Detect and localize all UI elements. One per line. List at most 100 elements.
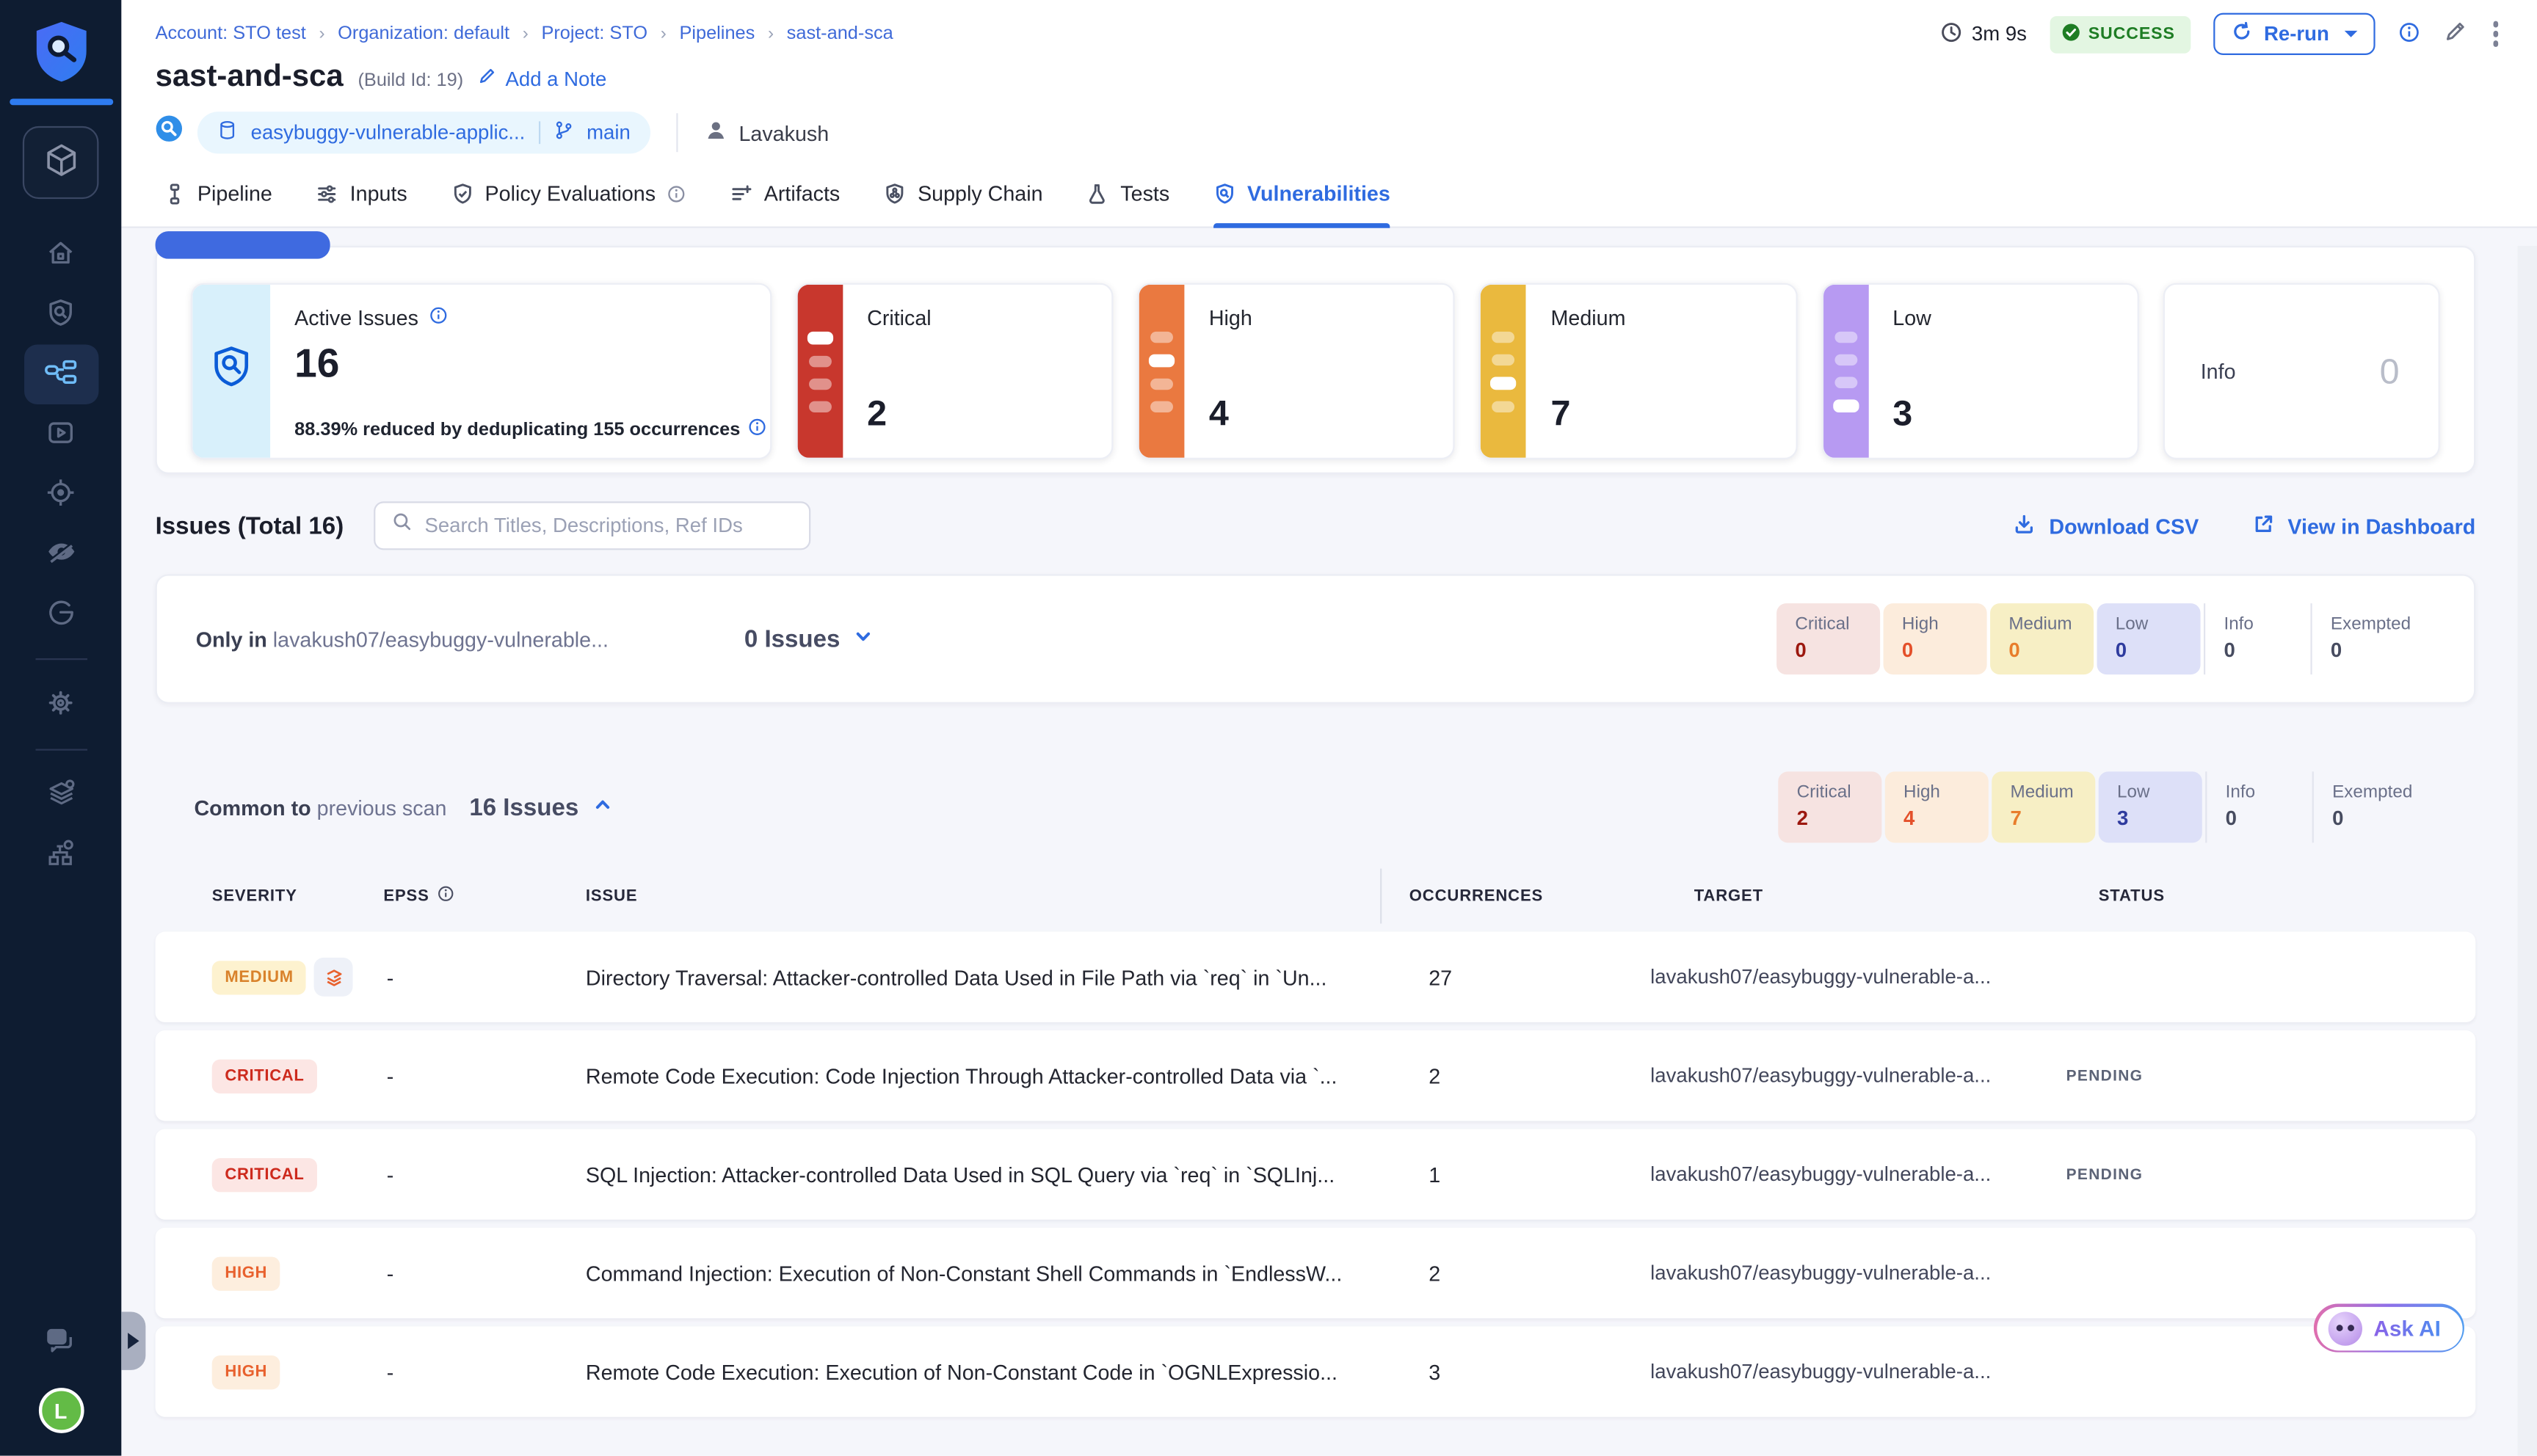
info-card: Info 0	[2163, 283, 2440, 459]
ask-ai-button[interactable]: Ask AI	[2314, 1303, 2464, 1353]
nav-environments[interactable]	[23, 765, 98, 826]
branch-name: main	[587, 121, 631, 145]
issue-title[interactable]: Remote Code Execution: Execution of Non-…	[585, 1359, 1338, 1384]
common-issues-toggle[interactable]: 16 Issues	[469, 793, 612, 821]
breadcrumb-pipelines[interactable]: Pipelines	[679, 24, 755, 44]
nav-scans[interactable]	[23, 285, 98, 345]
chip-exempted[interactable]: Exempted 0	[2312, 771, 2431, 843]
edit-pipeline-button[interactable]	[2442, 19, 2467, 48]
col-status: STATUS	[2098, 887, 2165, 906]
tab-vulnerabilities[interactable]: Vulnerabilities	[1213, 181, 1391, 228]
info-icon[interactable]	[428, 306, 447, 330]
nav-executions[interactable]	[23, 404, 98, 465]
tab-supply-chain[interactable]: Supply Chain	[884, 181, 1043, 227]
tab-pipeline[interactable]: Pipeline	[164, 181, 272, 227]
target-value: lavakush07/easybuggy-vulnerable-a...	[1650, 1064, 1992, 1088]
breadcrumb-org[interactable]: Organization: default	[338, 24, 510, 44]
nav-get-started[interactable]	[23, 584, 98, 644]
chip-critical[interactable]: Critical 0	[1777, 603, 1881, 675]
rerun-dropdown-caret[interactable]	[2343, 30, 2357, 37]
issue-title[interactable]: Remote Code Execution: Code Injection Th…	[585, 1063, 1338, 1088]
user-icon	[703, 118, 727, 148]
search-input[interactable]	[424, 514, 794, 537]
chip-low[interactable]: Low 0	[2097, 603, 2202, 675]
issue-title[interactable]: Directory Traversal: Attacker-controlled…	[585, 964, 1327, 989]
table-row[interactable]: CRITICAL - SQL Injection: Attacker-contr…	[155, 1129, 2476, 1220]
nav-pipelines[interactable]	[23, 344, 98, 405]
scrolled-button-partial[interactable]	[155, 231, 330, 259]
issues-table-body: MEDIUM - Directory Traversal: Attacker-c…	[155, 931, 2537, 1417]
chip-high[interactable]: High 0	[1884, 603, 1988, 675]
nav-divider	[35, 658, 87, 660]
chip-critical[interactable]: Critical 2	[1779, 771, 1883, 843]
breadcrumb-project[interactable]: Project: STO	[541, 24, 648, 44]
tab-tests[interactable]: Tests	[1086, 181, 1169, 227]
table-row[interactable]: HIGH - Command Injection: Execution of N…	[155, 1227, 2476, 1319]
nav-exemptions[interactable]	[23, 524, 98, 584]
issue-title[interactable]: Command Injection: Execution of Non-Cons…	[585, 1261, 1343, 1286]
breadcrumb-account[interactable]: Account: STO test	[155, 24, 306, 44]
table-row[interactable]: HIGH - Remote Code Execution: Execution …	[155, 1326, 2476, 1417]
table-row[interactable]: MEDIUM - Directory Traversal: Attacker-c…	[155, 931, 2476, 1022]
high-severity-bars-icon	[1139, 284, 1185, 458]
chip-high[interactable]: High 4	[1885, 771, 1989, 843]
only-in-target: lavakush07/easybuggy-vulnerable...	[272, 627, 609, 652]
help-chat-button[interactable]: ?	[44, 1326, 78, 1361]
info-icon[interactable]	[748, 418, 767, 442]
download-csv-link[interactable]: Download CSV	[2014, 512, 2199, 539]
add-note-link[interactable]: Add a Note	[478, 66, 606, 90]
shield-search-icon	[46, 296, 76, 332]
download-icon	[2014, 512, 2036, 539]
chip-info[interactable]: Info 0	[2206, 771, 2309, 843]
tab-policy-evaluations[interactable]: Policy Evaluations	[451, 181, 686, 227]
nav-home[interactable]	[23, 225, 98, 285]
common-suffix: previous scan	[316, 795, 447, 820]
critical-card-count: 2	[867, 393, 888, 434]
table-row[interactable]: CRITICAL - Remote Code Execution: Code I…	[155, 1030, 2476, 1121]
rerun-button[interactable]: Re-run	[2213, 12, 2375, 55]
col-epss: EPSS	[374, 885, 558, 908]
sidebar-expand-handle[interactable]	[121, 1311, 146, 1370]
chip-exempted[interactable]: Exempted 0	[2311, 603, 2428, 675]
chip-info[interactable]: Info 0	[2204, 603, 2308, 675]
more-options-button[interactable]	[2489, 18, 2502, 50]
info-card-title: Info	[2200, 359, 2236, 384]
pencil-icon	[2442, 19, 2467, 48]
pipeline-info-button[interactable]	[2397, 21, 2420, 48]
scrollbar-track[interactable]	[2517, 246, 2537, 1456]
pencil-icon	[478, 66, 497, 90]
only-in-section: Only in lavakush07/easybuggy-vulnerable.…	[155, 574, 2476, 704]
chip-low[interactable]: Low 3	[2099, 771, 2203, 843]
chip-medium[interactable]: Medium 0	[1991, 603, 2095, 675]
tab-artifacts[interactable]: Artifacts	[730, 181, 840, 227]
issues-toolbar: Issues (Total 16) Download CSV View in D…	[156, 501, 2476, 550]
harness-sto-logo-icon[interactable]	[29, 18, 93, 86]
module-switcher-button[interactable]	[22, 125, 99, 200]
epss-value: -	[386, 964, 394, 989]
medium-card: Medium 7	[1479, 283, 1798, 459]
vertical-divider	[675, 113, 678, 153]
info-icon[interactable]	[438, 885, 455, 908]
build-id: (Build Id: 19)	[357, 70, 464, 91]
issues-search[interactable]	[374, 501, 812, 550]
nav-icon-list	[23, 225, 98, 884]
breadcrumb-current[interactable]: sast-and-sca	[786, 24, 893, 44]
tab-inputs[interactable]: Inputs	[316, 181, 407, 227]
git-branch-icon	[553, 120, 574, 145]
repo-branch-pill[interactable]: easybuggy-vulnerable-applic... main	[197, 112, 650, 154]
user-avatar[interactable]: L	[37, 1388, 84, 1433]
nav-settings[interactable]	[23, 674, 98, 735]
view-in-dashboard-link[interactable]: View in Dashboard	[2252, 512, 2475, 539]
nav-targets[interactable]	[23, 465, 98, 525]
only-in-issues-toggle[interactable]: 0 Issues	[744, 625, 874, 652]
issue-title[interactable]: SQL Injection: Attacker-controlled Data …	[585, 1162, 1335, 1187]
nav-infrastructure[interactable]	[23, 825, 98, 885]
epss-value: -	[386, 1162, 394, 1187]
eye-off-icon	[45, 537, 77, 571]
shield-check-icon	[451, 182, 473, 205]
chip-medium[interactable]: Medium 7	[1992, 771, 2097, 843]
severity-badge: HIGH	[211, 1256, 280, 1290]
dedup-stack-icon[interactable]	[314, 957, 354, 997]
chevron-down-icon	[853, 625, 874, 652]
